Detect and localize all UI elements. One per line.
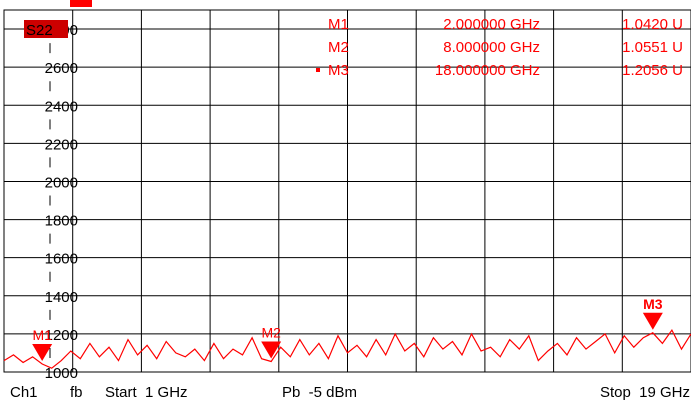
y-tick-label: 1200 bbox=[45, 327, 78, 344]
trace-label-box bbox=[24, 20, 68, 38]
status-stop-frequency: Stop 19 GHz bbox=[600, 384, 690, 401]
marker-1-frequency: 2.000000 GHz bbox=[443, 16, 540, 33]
status-power: Pb -5 dBm bbox=[282, 384, 357, 401]
plot-frame bbox=[3, 9, 691, 373]
marker-2-label: M2 bbox=[261, 325, 281, 341]
marker-3-name: M3 bbox=[328, 62, 349, 79]
y-tick-label: 2200 bbox=[45, 136, 78, 153]
marker-2-name: M2 bbox=[328, 39, 349, 56]
marker-1-label: M1 bbox=[32, 327, 52, 343]
y-tick-label: 2000 bbox=[45, 174, 78, 191]
marker-3-triangle bbox=[642, 312, 663, 330]
active-marker-dot bbox=[316, 68, 320, 72]
marker-2-value: 1.0551 U bbox=[622, 39, 683, 56]
marker-1-value: 1.0420 U bbox=[622, 16, 683, 33]
s22-trace-line bbox=[3, 328, 691, 369]
y-tick-label: 1800 bbox=[45, 213, 78, 230]
y-tick-label: 2400 bbox=[45, 98, 78, 115]
trace-label: S22 bbox=[26, 22, 53, 39]
y-tick-label: 2600 bbox=[45, 60, 78, 77]
marker-3-label: M3 bbox=[643, 296, 663, 312]
top-left-indicator bbox=[70, 0, 92, 7]
status-start-frequency: Start 1 GHz bbox=[105, 384, 188, 401]
marker-2-frequency: 8.000000 GHz bbox=[443, 39, 540, 56]
plot-grid bbox=[4, 10, 691, 373]
status-bar: Ch1 fb Start 1 GHz Pb -5 dBm Stop 19 GHz bbox=[10, 384, 690, 401]
marker-2-triangle bbox=[261, 341, 282, 359]
marker-1-triangle bbox=[32, 343, 53, 361]
marker-table: M1 2.000000 GHz 1.0420 U M2 8.000000 GHz… bbox=[316, 16, 683, 79]
marker-1-name: M1 bbox=[328, 16, 349, 33]
marker-triangles: M1 M2 M3 bbox=[32, 296, 663, 361]
y-tick-label: 1400 bbox=[45, 289, 78, 306]
status-channel: Ch1 bbox=[10, 384, 38, 401]
y-tick-label: 1000 bbox=[45, 365, 78, 382]
status-mode: fb bbox=[70, 384, 83, 401]
marker-3-frequency: 18.000000 GHz bbox=[435, 62, 540, 79]
marker-3-value: 1.2056 U bbox=[622, 62, 683, 79]
y-tick-label: 1600 bbox=[45, 251, 78, 268]
y-axis-ticks: 1000120014001600180020002200240026002800 bbox=[45, 22, 78, 382]
